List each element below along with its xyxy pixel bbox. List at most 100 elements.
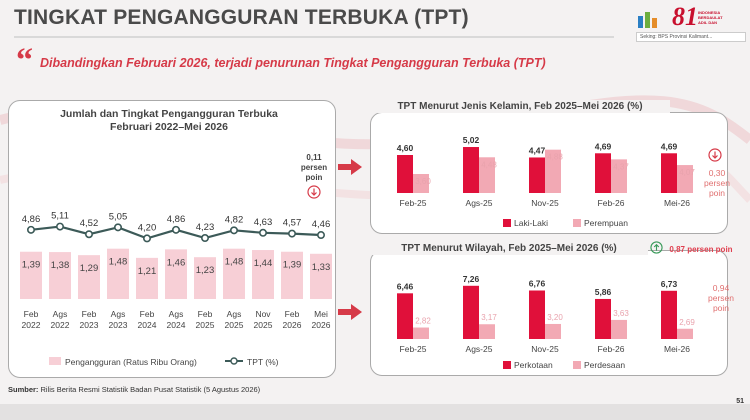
- logo-caption: Seking: BPS Provinsi Kalimant...: [636, 32, 746, 42]
- gender-note-value: 0,30: [708, 168, 726, 178]
- x-tick-label: Feb-26: [598, 198, 625, 208]
- x-tick-label: Nov-25: [531, 198, 559, 208]
- legend-label-series1: Perkotaan: [514, 360, 553, 370]
- tpt-point: [316, 231, 325, 240]
- trend-title-line1: Jumlah dan Tingkat Pengangguran Terbuka: [60, 108, 278, 120]
- x-tick-label: Ags: [227, 309, 242, 319]
- up-arrow-icon: [650, 241, 663, 254]
- region-note-value: 0,94: [712, 283, 730, 293]
- x-tick-label: Ags: [53, 309, 68, 319]
- series2-value-label: 2,82: [415, 317, 431, 326]
- x-tick-label: Ags-25: [466, 344, 493, 354]
- x-tick-label: Ags: [111, 309, 126, 319]
- bps-logo-icon: [638, 12, 657, 28]
- series1-bar: [463, 147, 479, 193]
- trend-chart: 1,394,86Feb20221,385,11Ags20221,294,52Fe…: [20, 211, 332, 367]
- unemployment-bar-label: 1,38: [51, 260, 70, 271]
- trend-title: Jumlah dan Tingkat Pengangguran Terbuka …: [29, 108, 309, 134]
- series2-bar: [545, 149, 561, 193]
- unemployment-bar: [107, 248, 129, 299]
- unemployment-bar-label: 1,33: [312, 262, 331, 273]
- tpt-point-label: 4,57: [283, 218, 302, 229]
- region-note-unit1: persen: [708, 293, 734, 303]
- x-tick-label: Feb: [82, 309, 97, 319]
- unemployment-bar: [49, 252, 71, 299]
- unemployment-bar: [281, 251, 303, 299]
- x-tick-label: 2026: [312, 320, 331, 330]
- tpt-point: [55, 222, 64, 231]
- unemployment-bar-label: 1,21: [138, 266, 157, 277]
- x-tick-label: 2022: [22, 320, 41, 330]
- series1-bar: [529, 290, 545, 339]
- x-tick-label: 2024: [167, 320, 186, 330]
- title-divider: [14, 36, 614, 38]
- unemployment-bar-label: 1,48: [109, 257, 128, 268]
- unemployment-bar: [194, 257, 216, 299]
- series2-value-label: 2,69: [679, 318, 695, 327]
- region-title: TPT Menurut Wilayah, Feb 2025–Mei 2026 (…: [370, 242, 648, 255]
- unemployment-bar: [165, 249, 187, 299]
- unemployment-bar-label: 1,39: [22, 260, 41, 271]
- series1-bar: [529, 157, 545, 193]
- unemployment-bar-label: 1,44: [254, 258, 273, 269]
- gender-change-note: 0,30 persen poin: [700, 168, 734, 198]
- trend-note-unit2: poin: [305, 173, 323, 182]
- x-tick-label: Feb: [285, 309, 300, 319]
- series2-bar: [413, 327, 429, 339]
- arrow-right-icon: [338, 159, 362, 175]
- series1-value-label: 6,73: [661, 279, 678, 289]
- series2-bar: [677, 165, 693, 193]
- series2-bar: [545, 323, 561, 339]
- unemployment-bar-label: 1,46: [167, 257, 186, 268]
- legend-label-unemployment: Pengangguran (Ratus Ribu Orang): [65, 357, 197, 367]
- series2-value-label: 4,37: [613, 162, 629, 171]
- tpt-point: [230, 226, 239, 235]
- unemployment-bar: [252, 250, 274, 299]
- unemployment-bar: [136, 257, 158, 299]
- tpt-point: [287, 229, 296, 238]
- legend-swatch-series2: [573, 361, 581, 369]
- x-tick-label: Ags: [169, 309, 184, 319]
- tpt-point: [201, 234, 210, 243]
- tpt-point-label: 5,05: [109, 211, 128, 222]
- footer-bar: [0, 404, 750, 420]
- quote-icon: “: [16, 42, 33, 79]
- legend-marker-tpt: [230, 357, 238, 365]
- unemployment-bar-label: 1,29: [80, 263, 99, 274]
- x-tick-label: 2026: [283, 320, 302, 330]
- unemployment-bar: [310, 253, 332, 299]
- x-tick-label: Feb-25: [400, 198, 427, 208]
- series2-value-label: 4,07: [679, 168, 695, 177]
- gender-note-unit1: persen: [704, 178, 730, 188]
- x-tick-label: Ags-25: [466, 198, 493, 208]
- tpt-point: [114, 223, 123, 232]
- x-tick-label: Mei: [314, 309, 328, 319]
- series1-bar: [463, 285, 479, 339]
- x-tick-label: 2025: [254, 320, 273, 330]
- series1-bar: [661, 153, 677, 193]
- x-tick-label: 2023: [80, 320, 99, 330]
- tpt-point: [85, 230, 94, 239]
- series2-bar: [479, 157, 495, 193]
- series1-value-label: 4,69: [661, 141, 678, 151]
- series1-value-label: 6,76: [529, 278, 546, 288]
- x-tick-label: Mei-26: [664, 344, 690, 354]
- trend-panel: Jumlah dan Tingkat Pengangguran Terbuka …: [8, 100, 336, 378]
- series1-bar: [595, 153, 611, 193]
- series1-value-label: 6,46: [397, 281, 414, 291]
- region-chart: 6,46 2,82 Feb-25 7,26 3,17 Ags-25 6,76 3,20 Nov-…: [397, 274, 696, 370]
- series1-bar: [397, 293, 413, 339]
- unemployment-bar: [78, 255, 100, 299]
- series1-value-label: 4,47: [529, 145, 546, 155]
- down-arrow-icon: [307, 185, 321, 199]
- series2-bar: [677, 328, 693, 339]
- down-arrow-icon: [708, 148, 722, 162]
- tpt-point-label: 4,63: [254, 217, 273, 228]
- x-tick-label: Nov-25: [531, 344, 559, 354]
- region-top-note: 0,87 persen poin: [669, 245, 733, 254]
- source-text: Rilis Berita Resmi Statistik Badan Pusat…: [38, 385, 261, 394]
- source-note: Sumber: Rilis Berita Resmi Statistik Bad…: [8, 385, 260, 394]
- series2-value-label: 4,48: [481, 160, 497, 169]
- series2-value-label: 4,88: [547, 153, 563, 162]
- tpt-point-label: 4,86: [22, 214, 41, 225]
